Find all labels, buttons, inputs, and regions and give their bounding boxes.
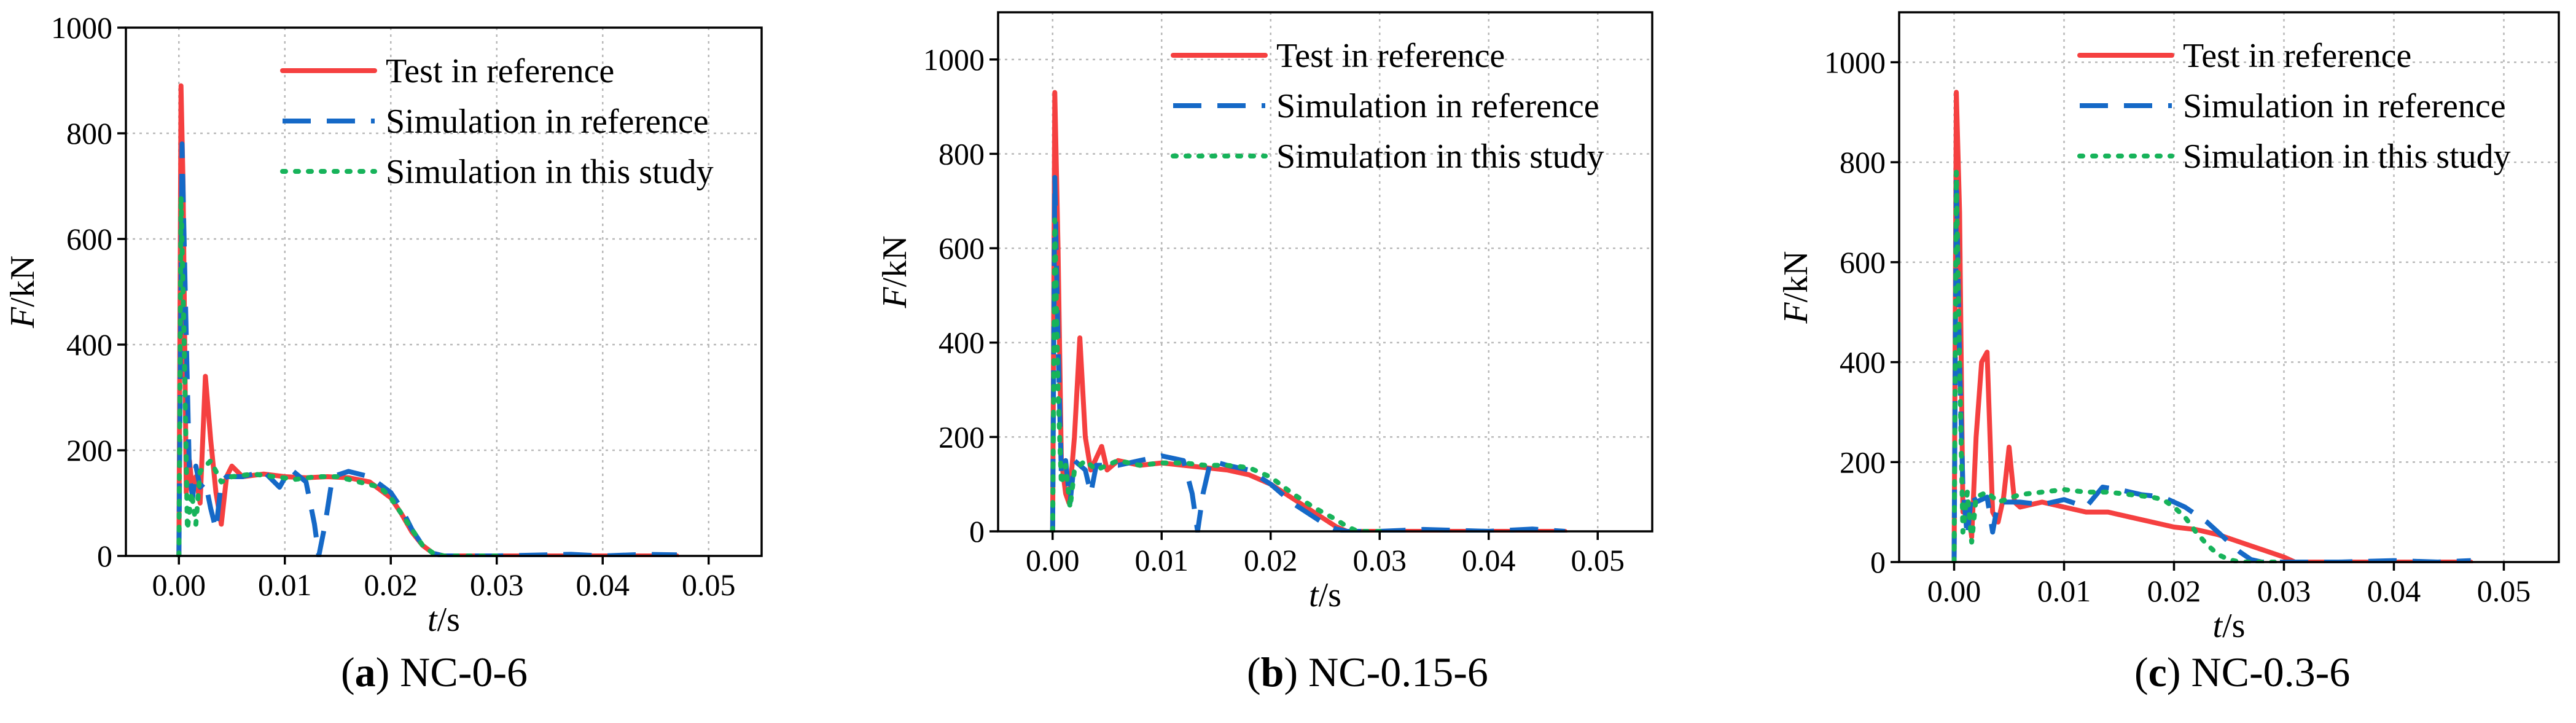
legend-label: Simulation in this study — [1276, 138, 1604, 176]
x-axis-label: t/s — [2213, 607, 2246, 645]
y-tick-label: 1000 — [923, 42, 985, 77]
y-tick-label: 400 — [66, 327, 112, 362]
y-tick-label: 200 — [66, 433, 112, 467]
y-axis-label: F/kN — [4, 256, 42, 329]
y-tick-label: 0 — [97, 539, 112, 573]
y-axis-label: F/kN — [1777, 251, 1815, 324]
y-tick-label: 1000 — [51, 10, 112, 45]
x-tick-label: 0.02 — [1244, 543, 1298, 577]
x-tick-label: 0.02 — [2147, 574, 2201, 608]
x-tick-label: 0.05 — [2477, 574, 2531, 608]
x-tick-label: 0.03 — [1353, 543, 1407, 577]
x-axis-label: t/s — [1309, 576, 1341, 614]
x-tick-label: 0.00 — [1026, 543, 1080, 577]
x-tick-label: 0.04 — [2367, 574, 2421, 608]
x-tick-label: 0.02 — [364, 568, 418, 602]
legend-label: Simulation in reference — [2183, 87, 2506, 125]
legend: Test in reference Simulation in reference… — [1171, 37, 1604, 176]
x-tick-label: 0.04 — [1462, 543, 1516, 577]
plot-frame — [997, 11, 1653, 533]
series-group — [176, 83, 679, 557]
panel-b: 0.00 0.01 0.02 0.03 0.04 0.05 0 200 400 600 800 100… — [876, 11, 1653, 695]
series-line-sim-ref — [176, 141, 677, 557]
x-tick-label: 0.01 — [258, 568, 312, 602]
y-tick-label: 600 — [939, 231, 985, 265]
legend: Test in reference Simulation in reference… — [2077, 37, 2511, 176]
panel-a: 0.00 0.01 0.02 0.03 0.04 0.05 0 200 400 600 800 100… — [4, 10, 763, 695]
legend-label: Simulation in this study — [2183, 138, 2511, 176]
x-tick-label: 0.05 — [682, 568, 736, 602]
plot-frame — [1898, 11, 2560, 563]
x-tick-label: 0.01 — [2037, 574, 2091, 608]
legend: Test in reference Simulation in reference… — [280, 52, 714, 191]
y-tick-label: 200 — [939, 420, 985, 454]
y-axis-label: F/kN — [876, 235, 914, 308]
x-tick-label: 0.00 — [1927, 574, 1981, 608]
plot-frame — [125, 26, 763, 557]
y-tick-label: 0 — [1870, 545, 1886, 579]
y-tick-label: 600 — [1840, 245, 1886, 279]
y-tick-label: 800 — [939, 136, 985, 171]
x-tick-label: 0.03 — [470, 568, 524, 602]
y-tick-label: 800 — [66, 116, 112, 150]
legend-label: Test in reference — [386, 52, 614, 90]
y-tick-label: 400 — [1840, 345, 1886, 380]
panel-c: 0.00 0.01 0.02 0.03 0.04 0.05 0 200 400 600 800 100… — [1777, 11, 2560, 695]
x-tick-label: 0.03 — [2257, 574, 2311, 608]
legend-label: Test in reference — [2183, 37, 2411, 75]
y-tick-label: 200 — [1840, 445, 1886, 479]
y-tick-label: 0 — [969, 514, 985, 549]
legend-label: Simulation in reference — [386, 103, 709, 141]
panel-caption: (c) NC-0.3-6 — [2134, 649, 2350, 695]
y-tick-label: 600 — [66, 222, 112, 256]
y-tick-label: 400 — [939, 326, 985, 360]
x-tick-label: 0.05 — [1571, 543, 1625, 577]
y-tick-label: 800 — [1840, 145, 1886, 179]
panel-caption: (b) NC-0.15-6 — [1247, 649, 1488, 695]
series-line-sim-ref — [1951, 174, 2471, 563]
series-line-sim-this — [1951, 170, 2287, 563]
x-tick-label: 0.01 — [1135, 543, 1189, 577]
y-tick-label: 1000 — [1824, 45, 1886, 79]
x-axis-label: t/s — [427, 601, 460, 639]
series-group — [1951, 90, 2473, 563]
series-line-sim-this — [1050, 217, 1383, 533]
x-tick-label: 0.00 — [152, 568, 206, 602]
legend-label: Simulation in reference — [1276, 87, 1599, 125]
legend-label: Simulation in this study — [386, 153, 714, 191]
legend-label: Test in reference — [1276, 37, 1505, 75]
x-tick-label: 0.04 — [576, 568, 630, 602]
panel-caption: (a) NC-0-6 — [341, 649, 528, 695]
series-line-sim-this — [176, 194, 499, 557]
